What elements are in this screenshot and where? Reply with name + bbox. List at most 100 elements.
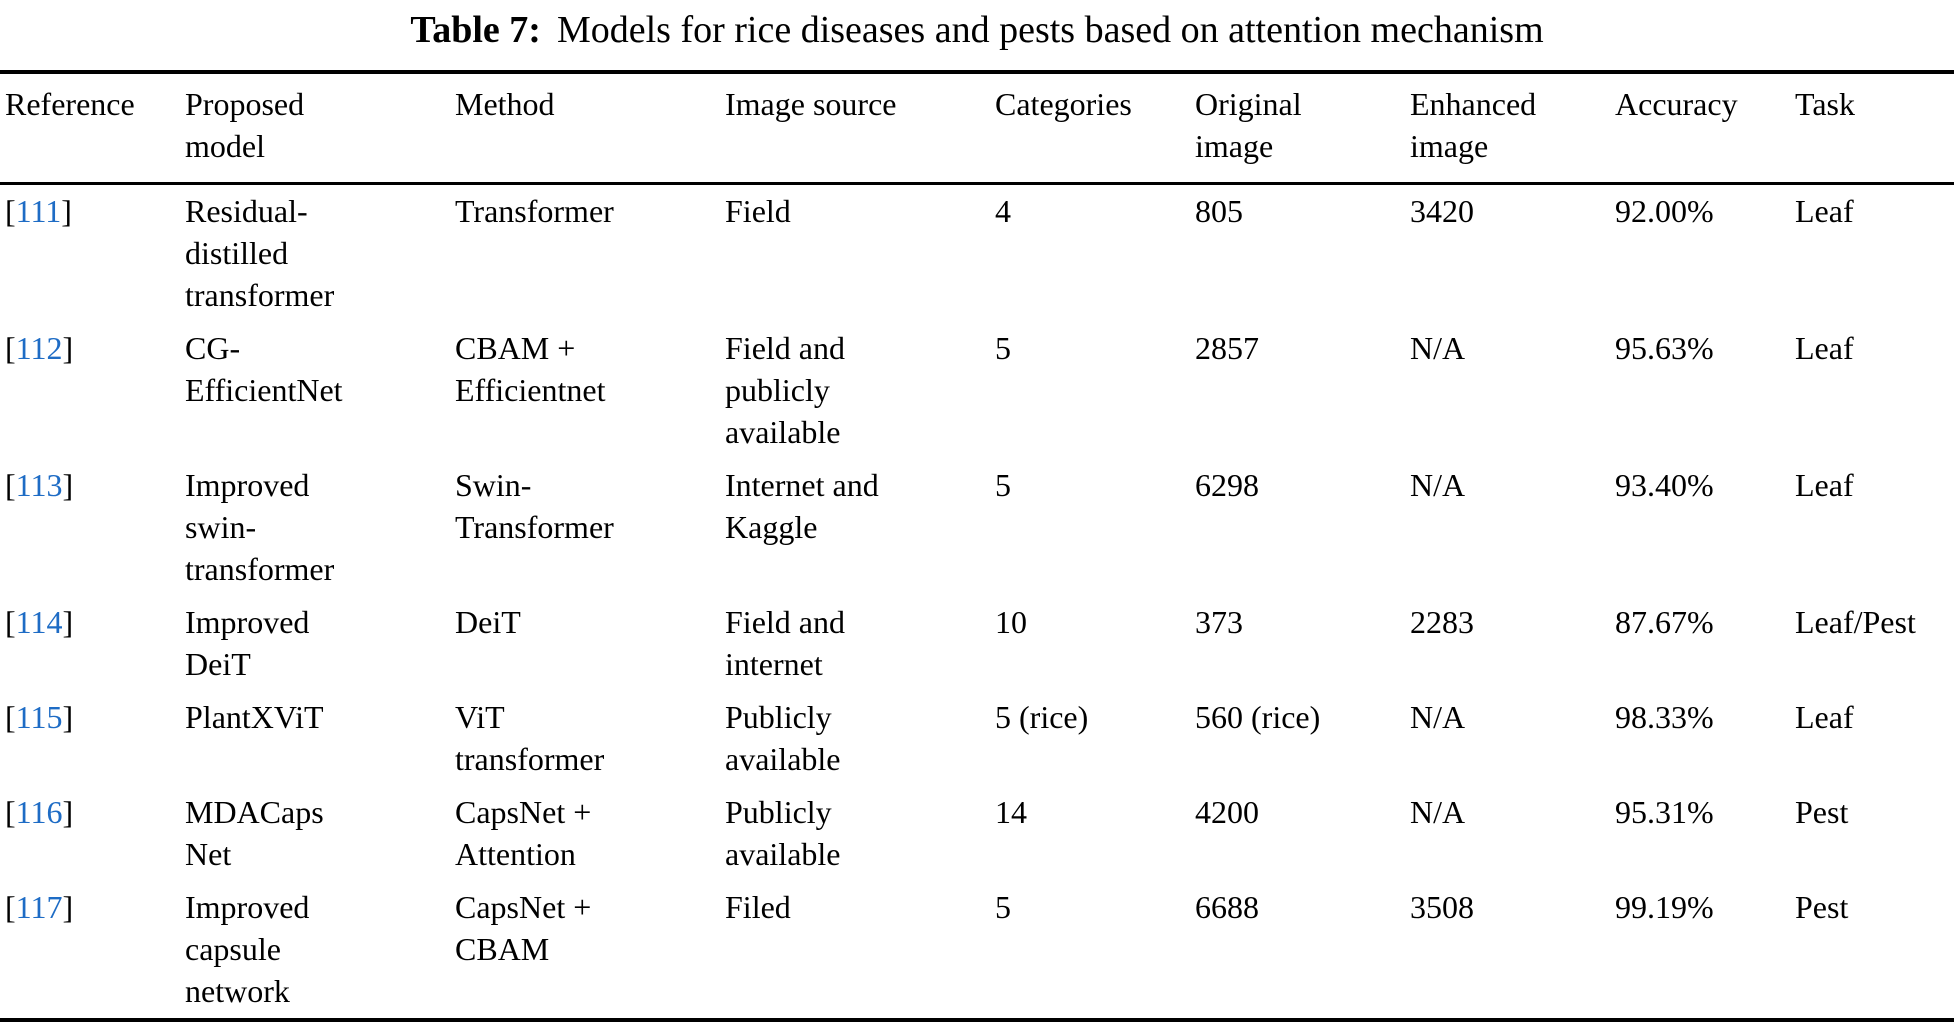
citation-link-111[interactable]: [111] [5, 193, 72, 229]
cell-reference: [116] [0, 786, 185, 881]
cell-original-image: 6298 [1195, 467, 1259, 503]
cell-categories: 10 [995, 604, 1027, 640]
citation-number: 117 [15, 889, 63, 925]
bracket-open: [ [5, 467, 16, 503]
col-header-categories: Categories [995, 72, 1195, 185]
cell-task: Leaf [1795, 699, 1854, 735]
citation-number: 116 [15, 794, 63, 830]
cell-enhanced-image: N/A [1410, 794, 1466, 830]
bracket-open: [ [5, 794, 16, 830]
bracket-close: ] [62, 699, 74, 735]
col-header-image-source: Image source [725, 72, 995, 185]
cell-image-source: Publicly available [725, 794, 841, 872]
cell-original-image: 4200 [1195, 794, 1259, 830]
bracket-close: ] [62, 467, 74, 503]
cell-proposed-model: Improved DeiT [185, 604, 310, 682]
citation-link-116[interactable]: [116] [5, 794, 73, 830]
bracket-close: ] [61, 193, 72, 229]
cell-image-source: Field and internet [725, 604, 845, 682]
bracket-close: ] [62, 604, 74, 640]
cell-task: Leaf/Pest [1795, 604, 1916, 640]
cell-proposed-model: CG- EfficientNet [185, 330, 343, 408]
cell-proposed-model: Improved swin- transformer [185, 467, 335, 587]
cell-method: CapsNet + CBAM [455, 889, 592, 967]
cell-enhanced-image: 3508 [1410, 889, 1474, 925]
cell-enhanced-image: N/A [1410, 467, 1466, 503]
bracket-close: ] [62, 330, 74, 366]
citation-number: 113 [15, 467, 63, 503]
cell-accuracy: 92.00% [1615, 193, 1714, 229]
table-row: [115] PlantXViT ViT transformer Publicly… [0, 691, 1954, 786]
cell-method: ViT transformer [455, 699, 605, 777]
citation-link-112[interactable]: [112] [5, 330, 73, 366]
cell-categories: 5 [995, 330, 1011, 366]
citation-number: 114 [15, 604, 63, 640]
cell-enhanced-image: N/A [1410, 330, 1466, 366]
cell-task: Leaf [1795, 193, 1854, 229]
cell-method: DeiT [455, 604, 521, 640]
citation-number: 111 [15, 193, 62, 229]
cell-image-source: Field and publicly available [725, 330, 845, 450]
cell-accuracy: 93.40% [1615, 467, 1714, 503]
cell-original-image: 560 (rice) [1195, 699, 1321, 735]
cell-categories: 4 [995, 193, 1011, 229]
table-caption-label: Table 7: [410, 9, 541, 51]
citation-link-114[interactable]: [114] [5, 604, 73, 640]
cell-task: Leaf [1795, 467, 1854, 503]
cell-task: Leaf [1795, 330, 1854, 366]
cell-proposed-model: MDACaps Net [185, 794, 324, 872]
table-row: [113] Improved swin- transformer Swin- T… [0, 459, 1954, 596]
cell-image-source: Filed [725, 889, 791, 925]
cell-categories: 5 (rice) [995, 699, 1089, 735]
cell-enhanced-image: 2283 [1410, 604, 1474, 640]
citation-number: 112 [15, 330, 63, 366]
header-row: Reference Proposed model Method Image so… [0, 72, 1954, 185]
citation-link-117[interactable]: [117] [5, 889, 73, 925]
col-header-reference: Reference [0, 72, 185, 185]
col-header-accuracy: Accuracy [1615, 72, 1795, 185]
cell-task: Pest [1795, 794, 1849, 830]
table-row: [112] CG- EfficientNet CBAM + Efficientn… [0, 322, 1954, 459]
cell-accuracy: 99.19% [1615, 889, 1714, 925]
models-table: Reference Proposed model Method Image so… [0, 70, 1954, 1022]
cell-accuracy: 95.31% [1615, 794, 1714, 830]
col-header-original-image: Original image [1195, 72, 1410, 185]
table-body: [111] Residual- distilled transformer Tr… [0, 184, 1954, 1021]
cell-accuracy: 87.67% [1615, 604, 1714, 640]
cell-method: CBAM + Efficientnet [455, 330, 606, 408]
cell-reference: [113] [0, 459, 185, 596]
cell-proposed-model: Improved capsule network [185, 889, 310, 1009]
citation-link-115[interactable]: [115] [5, 699, 73, 735]
table-row: [114] Improved DeiT DeiT Field and inter… [0, 596, 1954, 691]
citation-number: 115 [15, 699, 63, 735]
cell-enhanced-image: N/A [1410, 699, 1466, 735]
table-header: Reference Proposed model Method Image so… [0, 72, 1954, 185]
cell-categories: 5 [995, 467, 1011, 503]
bracket-close: ] [62, 794, 74, 830]
cell-original-image: 805 [1195, 193, 1243, 229]
cell-method: CapsNet + Attention [455, 794, 592, 872]
cell-original-image: 2857 [1195, 330, 1259, 366]
cell-image-source: Field [725, 193, 791, 229]
cell-reference: [115] [0, 691, 185, 786]
bracket-open: [ [5, 193, 16, 229]
cell-reference: [117] [0, 881, 185, 1020]
cell-method: Transformer [455, 193, 614, 229]
cell-categories: 5 [995, 889, 1011, 925]
bracket-open: [ [5, 889, 16, 925]
bracket-open: [ [5, 604, 16, 640]
cell-image-source: Publicly available [725, 699, 841, 777]
cell-original-image: 373 [1195, 604, 1243, 640]
cell-reference: [112] [0, 322, 185, 459]
col-header-proposed-model: Proposed model [185, 72, 455, 185]
col-header-enhanced-image: Enhanced image [1410, 72, 1615, 185]
cell-proposed-model: PlantXViT [185, 699, 324, 735]
bracket-close: ] [62, 889, 74, 925]
citation-link-113[interactable]: [113] [5, 467, 73, 503]
cell-original-image: 6688 [1195, 889, 1259, 925]
table-caption: Table 7: Models for rice diseases and pes… [0, 0, 1954, 70]
col-header-method: Method [455, 72, 725, 185]
cell-accuracy: 98.33% [1615, 699, 1714, 735]
cell-method: Swin- Transformer [455, 467, 614, 545]
